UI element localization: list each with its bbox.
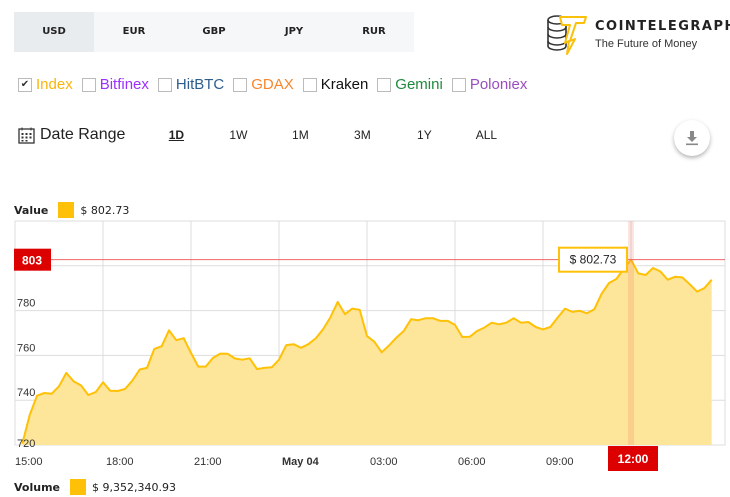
date-range-label: Date Range bbox=[40, 126, 126, 143]
x-crosshair-badge bbox=[608, 446, 658, 471]
tooltip-box bbox=[558, 246, 628, 273]
x-tick-label: 09:00 bbox=[546, 456, 574, 468]
range-all[interactable]: ALL bbox=[475, 128, 498, 142]
volume-legend: Volume $ 9,352,340.93 bbox=[14, 479, 176, 495]
volume-swatch bbox=[70, 479, 86, 495]
range-3m[interactable]: 3M bbox=[354, 128, 371, 142]
y-tick-label: 760 bbox=[17, 342, 35, 354]
x-tick-label: 15:00 bbox=[15, 456, 43, 468]
currency-tabs: USD EUR GBP JPY RUR bbox=[14, 12, 414, 52]
exchange-label: GDAX bbox=[251, 76, 294, 93]
exchange-filter-kraken[interactable]: Kraken bbox=[302, 76, 369, 93]
checkbox[interactable] bbox=[233, 77, 248, 92]
exchange-filter-gemini[interactable]: Gemini bbox=[377, 76, 443, 93]
exchange-filter-bitfinex[interactable]: Bitfinex bbox=[81, 76, 149, 93]
y-crosshair-badge bbox=[14, 248, 51, 271]
exchange-label: Index bbox=[36, 76, 73, 93]
x-tick-label: 21:00 bbox=[194, 456, 222, 468]
download-icon bbox=[686, 131, 698, 146]
checkbox[interactable] bbox=[377, 77, 392, 92]
exchange-label: Bitfinex bbox=[99, 76, 149, 93]
y-crosshair-label: 803 bbox=[22, 254, 42, 268]
exchange-filter-index[interactable]: ✔ Index bbox=[18, 76, 73, 93]
value-legend-label: Value bbox=[14, 203, 49, 217]
y-tick-label: 740 bbox=[17, 387, 35, 399]
x-tick-label: 03:00 bbox=[370, 456, 398, 468]
checkbox[interactable] bbox=[81, 77, 96, 92]
calendar-icon bbox=[18, 127, 35, 144]
exchange-label: Poloniex bbox=[469, 76, 528, 93]
currency-tab-usd[interactable]: USD bbox=[14, 12, 94, 52]
logo-name: COINTELEGRAPH bbox=[595, 18, 730, 34]
exchange-filter-gdax[interactable]: GDAX bbox=[233, 76, 294, 93]
plot-border bbox=[14, 220, 726, 446]
logo-tagline: The Future of Money bbox=[595, 37, 698, 50]
checkbox[interactable] bbox=[451, 77, 466, 92]
logo-coin-icon bbox=[547, 15, 587, 55]
y-tick-label: 720 bbox=[17, 438, 35, 450]
range-1w[interactable]: 1W bbox=[229, 128, 248, 142]
value-legend: Value $ 802.73 bbox=[14, 202, 129, 218]
value-legend-value: $ 802.73 bbox=[80, 203, 130, 217]
volume-legend-label: Volume bbox=[14, 480, 60, 494]
exchange-filters: ✔ Index Bitfinex HitBTC GDAX Kraken Gemini Polo… bbox=[18, 76, 536, 93]
currency-tab-jpy[interactable]: JPY bbox=[284, 26, 304, 37]
date-range-bar: Date Range 1D 1W 1M 3M 1Y ALL bbox=[18, 126, 517, 144]
value-swatch bbox=[58, 202, 75, 218]
checkbox[interactable]: ✔ bbox=[18, 77, 32, 92]
exchange-label: Gemini bbox=[395, 76, 443, 93]
exchange-label: HitBTC bbox=[175, 76, 225, 93]
checkbox[interactable] bbox=[302, 77, 317, 92]
volume-legend-value: $ 9,352,340.93 bbox=[92, 480, 176, 494]
crosshair-band bbox=[628, 221, 634, 445]
currency-tab-gbp[interactable]: GBP bbox=[202, 26, 226, 37]
y-tick-label: 780 bbox=[17, 298, 35, 310]
currency-tab-eur[interactable]: EUR bbox=[122, 26, 146, 37]
exchange-filter-hitbtc[interactable]: HitBTC bbox=[157, 76, 225, 93]
range-1m[interactable]: 1M bbox=[292, 128, 309, 142]
area-fill bbox=[22, 259, 712, 445]
exchange-label: Kraken bbox=[320, 76, 369, 93]
checkbox[interactable] bbox=[157, 77, 172, 92]
cointelegraph-logo[interactable]: COINTELEGRAPH The Future of Money bbox=[545, 12, 730, 56]
download-button[interactable] bbox=[674, 120, 710, 156]
range-1y[interactable]: 1Y bbox=[417, 128, 432, 142]
x-tick-label: 06:00 bbox=[458, 456, 486, 468]
x-tick-label: 12:00 bbox=[618, 452, 649, 466]
currency-tab-rur[interactable]: RUR bbox=[362, 26, 386, 37]
x-tick-label: 18:00 bbox=[106, 456, 134, 468]
x-tick-label: May 04 bbox=[282, 456, 320, 468]
tooltip-value: $ 802.73 bbox=[570, 253, 617, 267]
range-1d[interactable]: 1D bbox=[168, 128, 185, 142]
price-line bbox=[21, 258, 713, 444]
exchange-filter-poloniex[interactable]: Poloniex bbox=[451, 76, 528, 93]
